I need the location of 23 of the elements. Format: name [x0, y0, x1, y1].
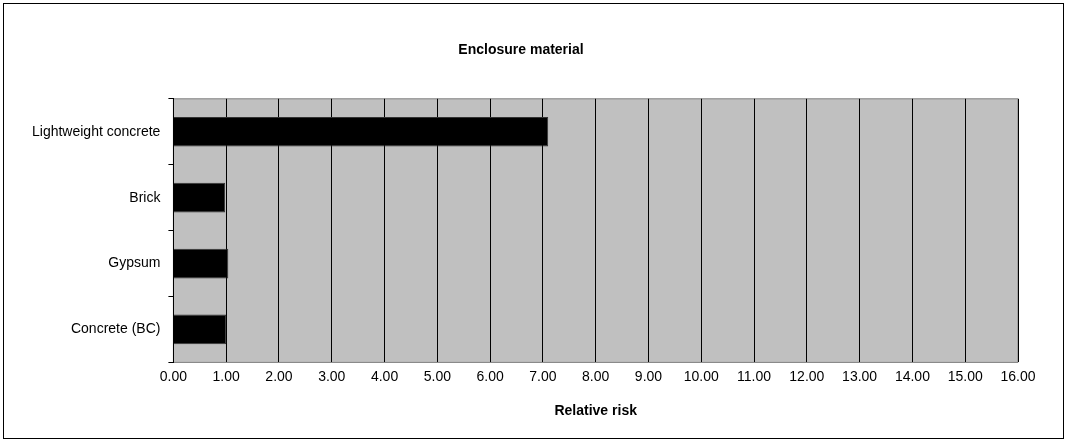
chart-title: Enclosure material — [458, 41, 584, 58]
x-tick-label: 5.00 — [423, 367, 452, 384]
y-tick-label: Brick — [129, 188, 162, 205]
x-tick-label: 16.00 — [1000, 367, 1036, 384]
x-tick-label: 14.00 — [894, 367, 931, 384]
x-axis-title: Relative risk — [554, 402, 638, 419]
x-tick-label: 2.00 — [265, 367, 293, 384]
x-tick-label: 12.00 — [789, 367, 825, 384]
y-tick-label: Concrete (BC) — [70, 320, 161, 337]
x-tick-label: 13.00 — [842, 367, 878, 384]
x-tick-label: 15.00 — [947, 367, 983, 384]
y-tick-label: Gypsum — [108, 254, 161, 271]
y-tick-label: Lightweight concrete — [31, 122, 161, 139]
x-tick-label: 8.00 — [582, 367, 610, 384]
x-tick-label: 11.00 — [737, 367, 772, 384]
x-tick-label: 9.00 — [634, 367, 663, 384]
x-tick-label: 7.00 — [529, 367, 557, 384]
x-tick-label: 10.00 — [683, 367, 719, 384]
x-tick-label: 6.00 — [476, 367, 504, 384]
x-tick-label: 3.00 — [318, 367, 346, 384]
x-tick-label: 0.00 — [159, 367, 188, 384]
x-tick-label: 4.00 — [370, 367, 399, 384]
x-tick-label: 1.00 — [212, 367, 241, 384]
